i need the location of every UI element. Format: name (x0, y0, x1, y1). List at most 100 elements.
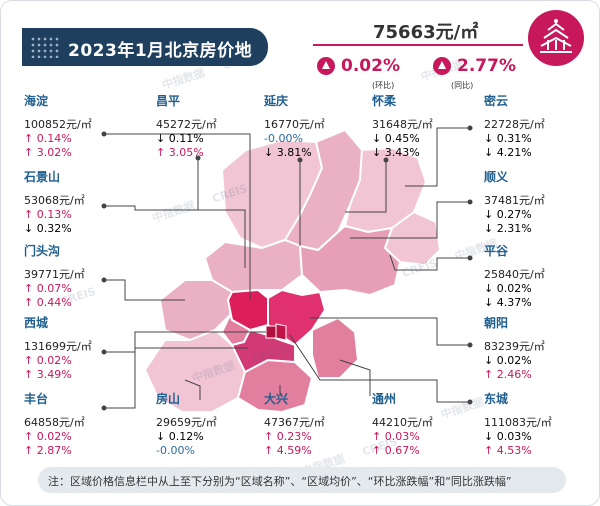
leader-tongzhou (339, 359, 371, 396)
leader-chaoyang (310, 317, 470, 346)
district-name: 海淀 (24, 94, 49, 108)
leader-fangshan (184, 379, 201, 400)
district-mom-change: ↓ 0.31% (484, 132, 532, 145)
leader-mentougou (104, 279, 185, 301)
district-price: 44210元/㎡ (372, 416, 433, 429)
district-block: 延庆 16770元/㎡ -0.00% ↓ 3.81% (264, 92, 325, 160)
district-mom-change: ↑ 0.03% (372, 430, 420, 443)
district-mom-change: ↑ 0.07% (24, 282, 72, 295)
district-price: 31648元/㎡ (372, 118, 433, 131)
district-mom-change: ↓ 0.45% (372, 132, 420, 145)
district-block: 西城 131699元/㎡ ↑ 0.02% ↑ 3.49% (24, 314, 92, 382)
district-yoy-change: -0.00% (156, 444, 195, 457)
district-yoy-change: ↑ 3.02% (24, 146, 72, 159)
yoy-change-value: 2.77% (457, 56, 516, 76)
district-price: 53068元/㎡ (24, 194, 85, 207)
leader-miyun (405, 127, 470, 187)
district-yoy-change: ↑ 3.05% (156, 146, 204, 159)
leader-dot (467, 399, 473, 405)
mom-change-value: 0.02% (341, 56, 400, 76)
district-block: 昌平 45272元/㎡ ↓ 0.11% ↑ 3.05% (156, 92, 217, 160)
district-block: 东城 111083元/㎡ ↓ 0.03% ↑ 4.53% (484, 390, 552, 458)
district-name: 西城 (24, 316, 49, 330)
district-block: 房山 29659元/㎡ ↓ 0.12% -0.00% (156, 390, 217, 458)
district-mom-change: -0.00% (264, 132, 303, 145)
district-name: 朝阳 (484, 316, 509, 330)
district-block: 海淀 100852元/㎡ ↑ 0.14% ↑ 3.02% (24, 92, 92, 160)
header-divider (313, 44, 523, 46)
leader-dot (101, 131, 107, 137)
yoy-label: (同比) (451, 81, 474, 90)
district-mom-change: ↑ 0.02% (24, 430, 72, 443)
district-yoy-change: ↑ 4.59% (264, 444, 312, 457)
district-mom-change: ↓ 0.02% (484, 282, 532, 295)
district-name: 昌平 (156, 94, 181, 108)
district-block: 顺义 37481元/㎡ ↓ 0.27% ↓ 2.31% (484, 168, 545, 236)
district-name: 石景山 (24, 170, 61, 184)
district-yoy-change: ↑ 3.49% (24, 368, 72, 381)
leader-huairou (345, 160, 387, 213)
yoy-change: 2.77% (433, 56, 516, 76)
map-mentougou (158, 279, 234, 342)
district-yoy-change: ↑ 2.87% (24, 444, 72, 457)
district-name: 通州 (372, 392, 397, 406)
district-block: 通州 44210元/㎡ ↑ 0.03% ↑ 0.67% (372, 390, 433, 458)
district-price: 39771元/㎡ (24, 268, 85, 281)
district-yoy-change: ↓ 2.31% (484, 222, 532, 235)
district-name: 延庆 (264, 94, 289, 108)
district-yoy-change: ↑ 0.67% (372, 444, 420, 457)
district-yoy-change: ↓ 3.81% (264, 146, 312, 159)
leader-dot (467, 199, 473, 205)
leader-pinggu (389, 254, 470, 271)
average-price: 75663元/㎡ (373, 22, 479, 43)
leader-shunyi (350, 201, 470, 239)
district-block: 怀柔 31648元/㎡ ↓ 0.45% ↓ 3.43% (372, 92, 433, 160)
map-xicheng (265, 325, 277, 339)
district-yoy-change: ↓ 4.37% (484, 296, 532, 309)
district-price: 22728元/㎡ (484, 118, 545, 131)
district-name: 大兴 (264, 392, 289, 406)
leader-dot (467, 255, 473, 261)
district-price: 100852元/㎡ (24, 118, 92, 131)
leader-dot (383, 157, 389, 163)
map-dongcheng (275, 323, 287, 341)
leader-dongcheng (289, 334, 470, 403)
district-mom-change: ↑ 0.13% (24, 208, 72, 221)
district-price: 16770元/㎡ (264, 118, 325, 131)
leader-haidian (104, 133, 251, 300)
district-block: 大兴 47367元/㎡ ↑ 0.23% ↑ 4.59% (264, 390, 325, 458)
district-block: 丰台 64858元/㎡ ↑ 0.02% ↑ 2.87% (24, 390, 85, 458)
district-yoy-change: ↓ 4.21% (484, 146, 532, 159)
chart-title: 2023年1月北京房价地图 (68, 41, 253, 86)
district-price: 37481元/㎡ (484, 194, 545, 207)
district-mom-change: ↓ 0.12% (156, 430, 204, 443)
district-price: 47367元/㎡ (264, 416, 325, 429)
district-yoy-change: ↑ 4.53% (484, 444, 532, 457)
leader-dot (467, 342, 473, 348)
leader-dot (101, 405, 107, 411)
leader-shijingshan (104, 205, 230, 211)
district-mom-change: ↑ 0.02% (24, 354, 72, 367)
district-mom-change: ↓ 0.11% (156, 132, 204, 145)
district-block: 平谷 25840元/㎡ ↓ 0.02% ↓ 4.37% (484, 242, 545, 310)
district-name: 门头沟 (24, 244, 61, 258)
district-block: 密云 22728元/㎡ ↓ 0.31% ↓ 4.21% (484, 92, 545, 160)
leader-dot (297, 157, 303, 163)
district-name: 平谷 (484, 244, 509, 258)
map-fengtai (230, 328, 296, 374)
district-block: 门头沟 39771元/㎡ ↑ 0.07% ↑ 0.44% (24, 242, 85, 310)
leader-dots (101, 125, 473, 411)
district-mom-change: ↓ 0.02% (484, 354, 532, 367)
footnote-bar: 注：区域价格信息栏中从上至下分别为“区域名称”、“区域均价”、“环比涨跌幅”和“… (38, 467, 566, 493)
up-triangle-icon (317, 57, 335, 75)
leader-dot (101, 349, 107, 355)
district-price: 29659元/㎡ (156, 416, 217, 429)
district-name: 顺义 (484, 170, 509, 184)
leader-xicheng (104, 331, 266, 353)
leader-lines (104, 127, 470, 409)
district-price: 111083元/㎡ (484, 416, 552, 429)
district-mom-change: ↑ 0.23% (264, 430, 312, 443)
district-price: 45272元/㎡ (156, 118, 217, 131)
district-yoy-change: ↓ 0.32% (24, 222, 72, 235)
temple-icon (540, 19, 572, 53)
